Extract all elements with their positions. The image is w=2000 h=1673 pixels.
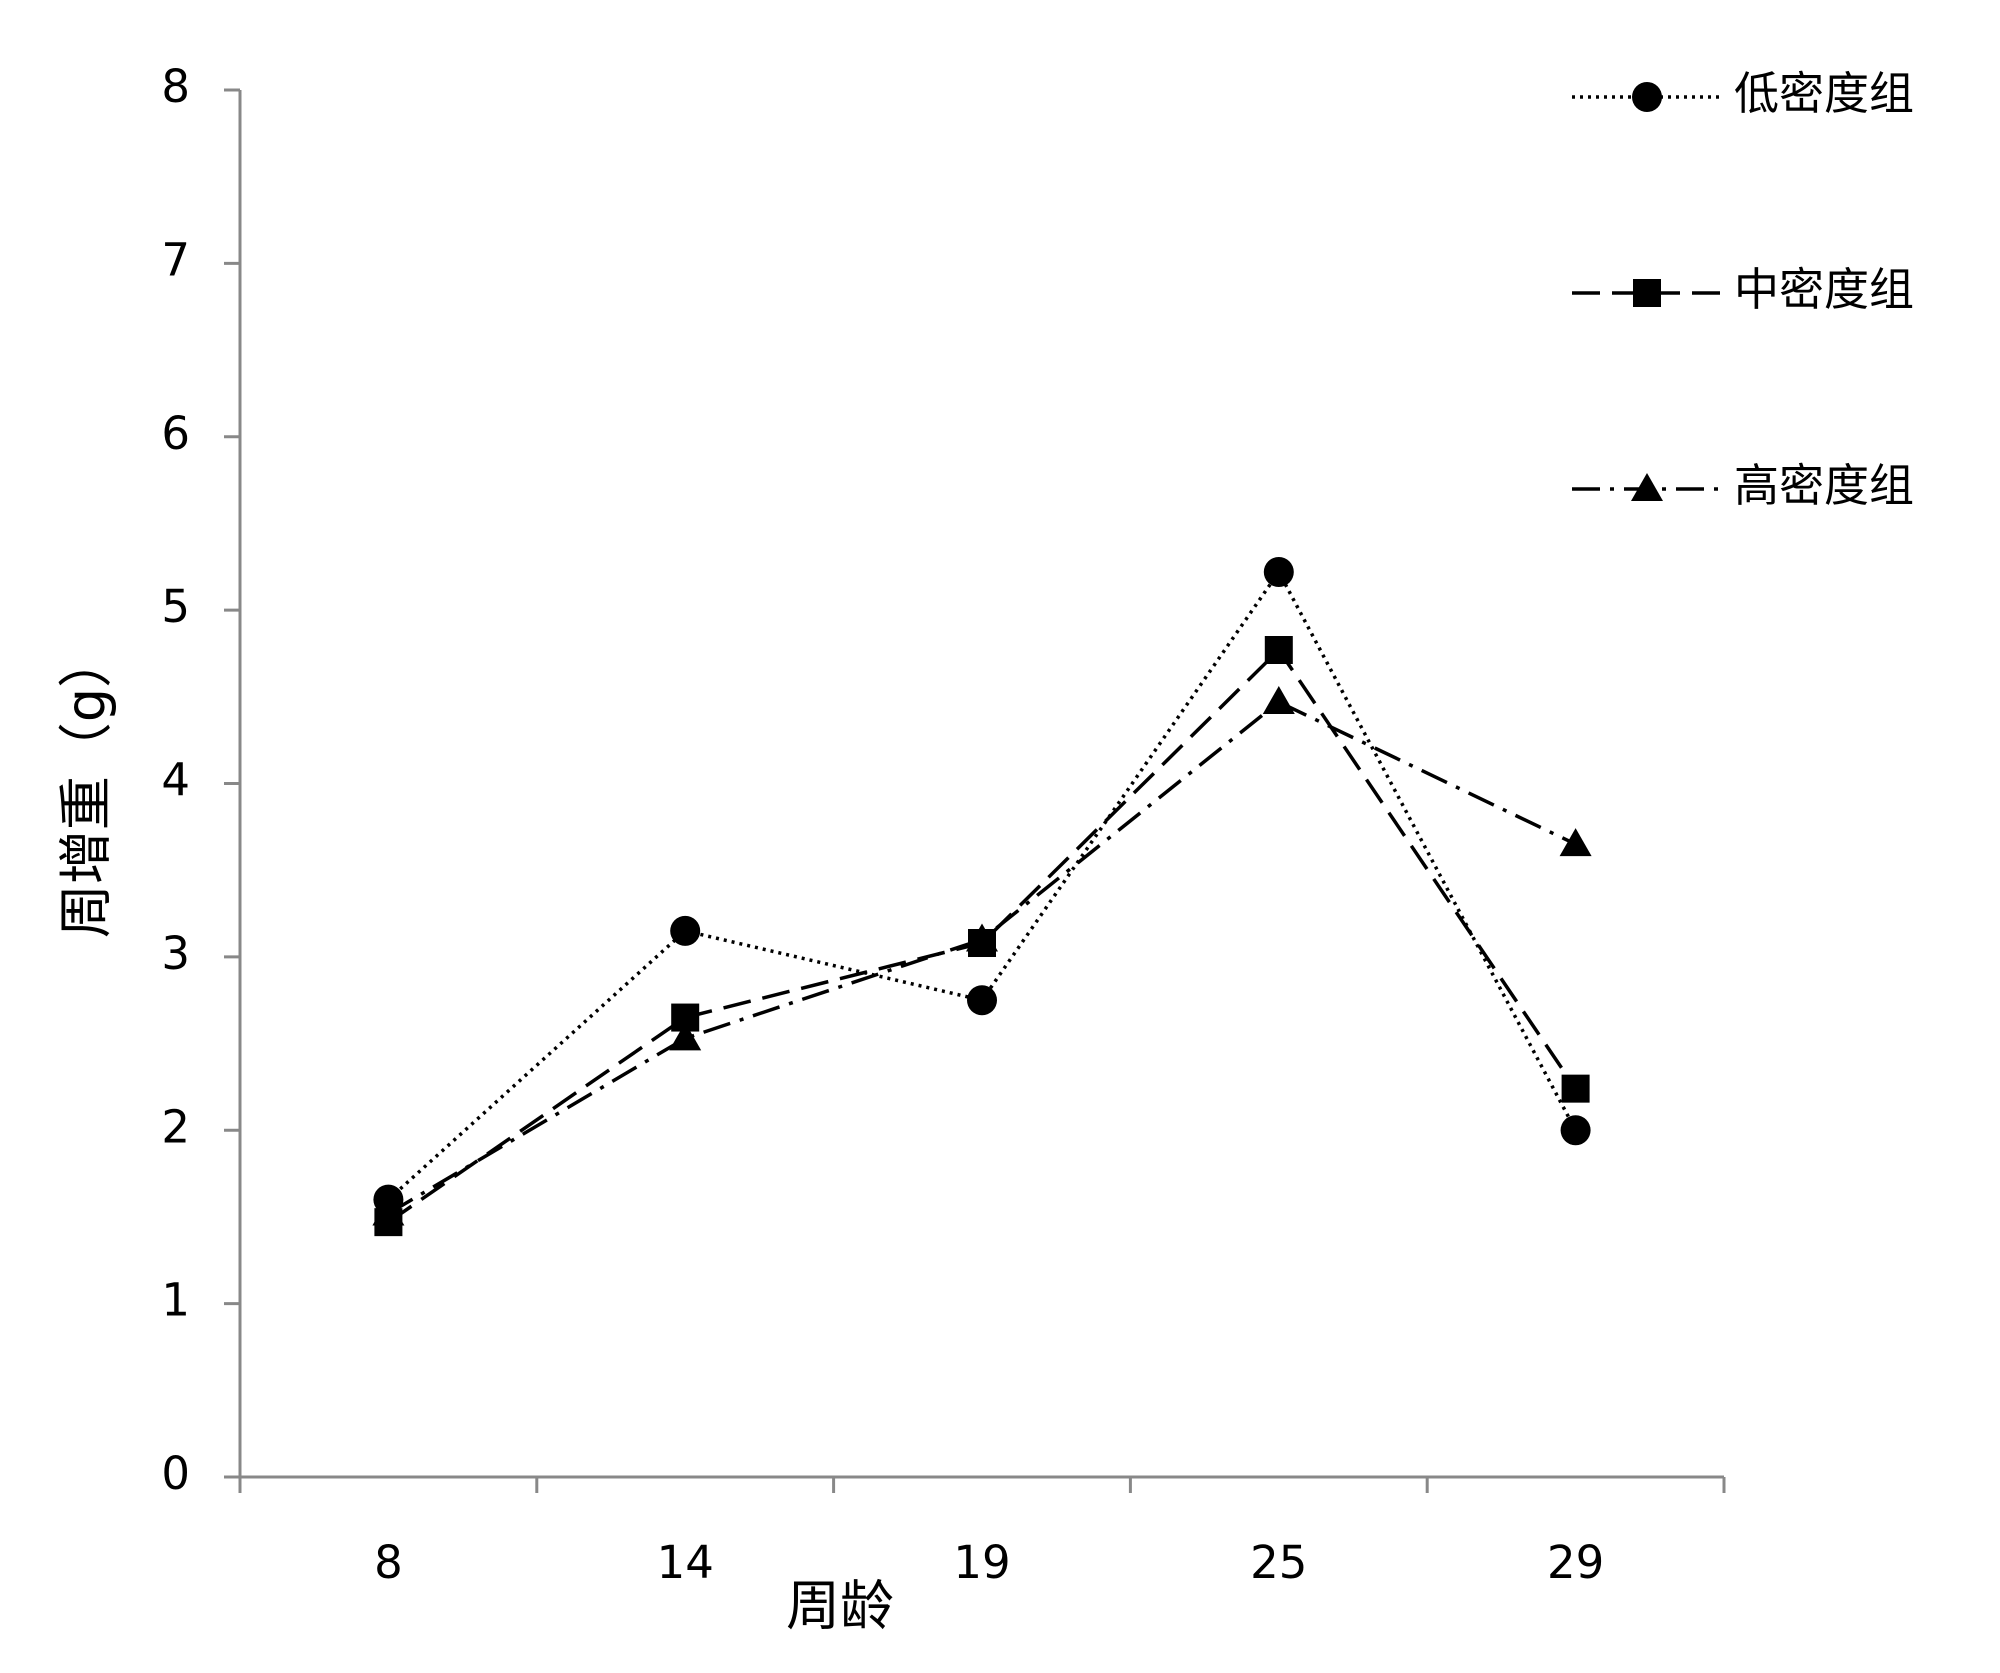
y-axis-label: 周增重（g） (55, 634, 118, 938)
y-tick-label: 6 (161, 407, 190, 460)
legend-label: 中密度组 (1734, 263, 1914, 316)
legend-label: 高密度组 (1734, 459, 1914, 512)
legend-label: 低密度组 (1734, 67, 1914, 120)
marker (1264, 636, 1293, 665)
marker (1560, 1115, 1591, 1146)
y-tick-label: 0 (161, 1447, 190, 1500)
marker (1633, 279, 1661, 307)
x-tick-label: 29 (1547, 1536, 1604, 1589)
x-tick-label: 19 (953, 1536, 1010, 1589)
x-tick-label: 25 (1250, 1536, 1307, 1589)
marker (967, 985, 997, 1016)
series-line (387, 568, 1578, 1201)
x-axis-label: 周龄 (786, 1575, 894, 1638)
y-tick-label: 2 (161, 1100, 190, 1153)
marker (1632, 82, 1662, 112)
marker (1561, 1074, 1590, 1103)
y-tick-label: 4 (161, 754, 190, 807)
marker (966, 923, 998, 952)
series-line (387, 699, 1577, 1215)
marker (372, 1197, 405, 1226)
x-tick-label: 14 (657, 1536, 714, 1589)
marker (1631, 473, 1663, 501)
marker (669, 1022, 702, 1051)
y-tick-label: 8 (161, 60, 190, 113)
x-tick-label: 8 (374, 1536, 403, 1589)
y-tick-label: 1 (161, 1274, 190, 1327)
marker (1263, 556, 1294, 587)
y-tick-label: 5 (161, 580, 190, 633)
y-tick-label: 7 (161, 233, 190, 286)
y-tick-label: 3 (161, 927, 190, 980)
marker (670, 915, 701, 946)
marker (1559, 828, 1592, 857)
marker (1262, 686, 1295, 715)
